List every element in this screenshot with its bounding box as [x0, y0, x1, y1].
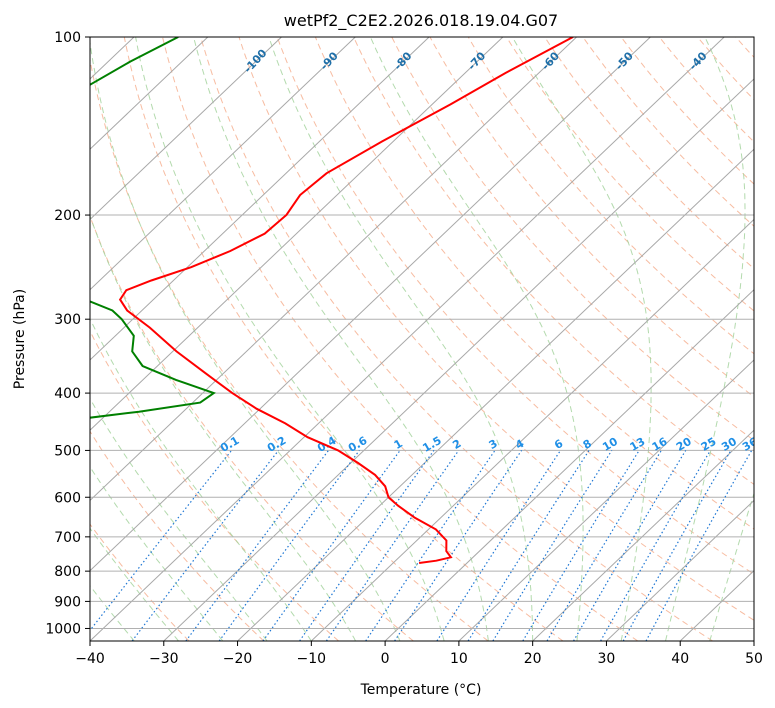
mixing-ratio-line — [622, 450, 732, 641]
axes: −40 −30 −20 −10 0 10 20 30 40 50 100 200 300 400 500 60… — [45, 30, 763, 667]
x-tick-label: 0 — [381, 651, 390, 667]
mixing-ratio-line — [600, 450, 711, 641]
mixing-ratio-line — [492, 450, 613, 641]
isotherm — [90, 37, 725, 641]
y-tick-label: 400 — [54, 386, 81, 402]
x-tick-label: −20 — [223, 651, 253, 667]
x-tick-label: 10 — [450, 651, 468, 667]
dry-adiabat — [467, 37, 754, 355]
y-tick-label: 700 — [54, 530, 81, 546]
dry-adiabat — [658, 37, 754, 143]
moist-adiabat — [268, 37, 534, 641]
isotherm — [310, 218, 754, 641]
isotherm — [384, 288, 754, 641]
temperature-profile — [118, 37, 574, 564]
isotherm — [532, 429, 754, 641]
dry-adiabat — [90, 57, 489, 641]
isotherm — [90, 37, 282, 221]
x-tick-label: −40 — [75, 651, 105, 667]
chart-title: wetPf2_C2E2.2026.018.19.04.G07 — [284, 11, 558, 31]
y-axis-label: Pressure (hPa) — [12, 289, 28, 389]
mixing-ratio-line — [131, 450, 279, 641]
mixing-ratio-line — [90, 450, 233, 632]
isotherm — [458, 359, 754, 641]
moist-adiabat — [90, 466, 224, 641]
y-tick-label: 300 — [54, 312, 81, 328]
plot-area: 0.1 0.2 0.4 0.6 1 1.5 2 3 4 6 8 10 13 16 20 25 30 36-100-… — [90, 37, 760, 641]
mixing-ratio-line — [299, 450, 435, 641]
mixing-ratio-line — [436, 450, 562, 641]
mixing-ratio-line — [522, 450, 640, 641]
moist-adiabat — [511, 37, 652, 641]
y-tick-label: 200 — [54, 208, 81, 224]
dry-adiabat — [238, 37, 754, 621]
y-tick-label: 600 — [54, 490, 81, 506]
isotherm — [90, 37, 356, 291]
mixing-ratio-line — [467, 450, 590, 641]
moist-adiabat — [90, 397, 268, 641]
plot-frame — [89, 36, 755, 642]
dry-adiabat — [200, 37, 713, 641]
y-tick-label: 1000 — [45, 621, 81, 637]
x-tick-label: 40 — [671, 651, 689, 667]
dry-adiabat — [314, 37, 754, 530]
moist-adiabat — [90, 527, 179, 641]
moist-adiabat — [193, 37, 489, 641]
dry-adiabat — [90, 214, 414, 641]
dry-adiabat — [90, 523, 190, 641]
y-tick-label: 900 — [54, 594, 81, 610]
isotherm — [90, 37, 577, 502]
dry-adiabat — [162, 37, 639, 641]
x-tick-label: 30 — [598, 651, 616, 667]
moist-adiabat — [90, 585, 135, 641]
mixing-ratio-line — [572, 450, 687, 641]
y-tick-label: 100 — [54, 30, 81, 46]
isotherm — [90, 37, 651, 572]
y-tick-label: 500 — [54, 443, 81, 459]
isotherm — [90, 37, 430, 361]
isotherm — [163, 78, 754, 641]
mixing-ratio-line — [645, 450, 753, 641]
moist-adiabat — [90, 214, 357, 641]
dry-adiabat — [353, 37, 754, 485]
isotherm — [606, 499, 754, 641]
x-axis-label: Temperature (°C) — [360, 682, 482, 698]
x-tick-label: 50 — [745, 651, 763, 667]
dry-adiabat — [429, 37, 754, 398]
moist-adiabat — [709, 491, 754, 641]
y-tick-label: 800 — [54, 564, 81, 580]
dry-adiabat — [544, 37, 754, 270]
x-tick-label: 20 — [524, 651, 542, 667]
moist-adiabat — [369, 37, 584, 641]
x-tick-label: −30 — [149, 651, 179, 667]
moist-adiabat — [135, 37, 445, 641]
mixing-ratio-line — [546, 450, 662, 641]
mixing-ratio-line — [218, 450, 360, 641]
x-tick-label: −10 — [297, 651, 327, 667]
mixing-ratio-label: 36 — [740, 435, 760, 454]
isotherm — [90, 37, 209, 150]
mixing-ratio-line — [262, 450, 401, 641]
mixing-ratio-line — [325, 450, 460, 641]
dry-adiabat — [123, 37, 564, 641]
isotherm — [237, 148, 754, 641]
moist-adiabat — [90, 39, 401, 641]
isotherm — [90, 37, 504, 431]
moist-adiabat — [665, 37, 746, 641]
